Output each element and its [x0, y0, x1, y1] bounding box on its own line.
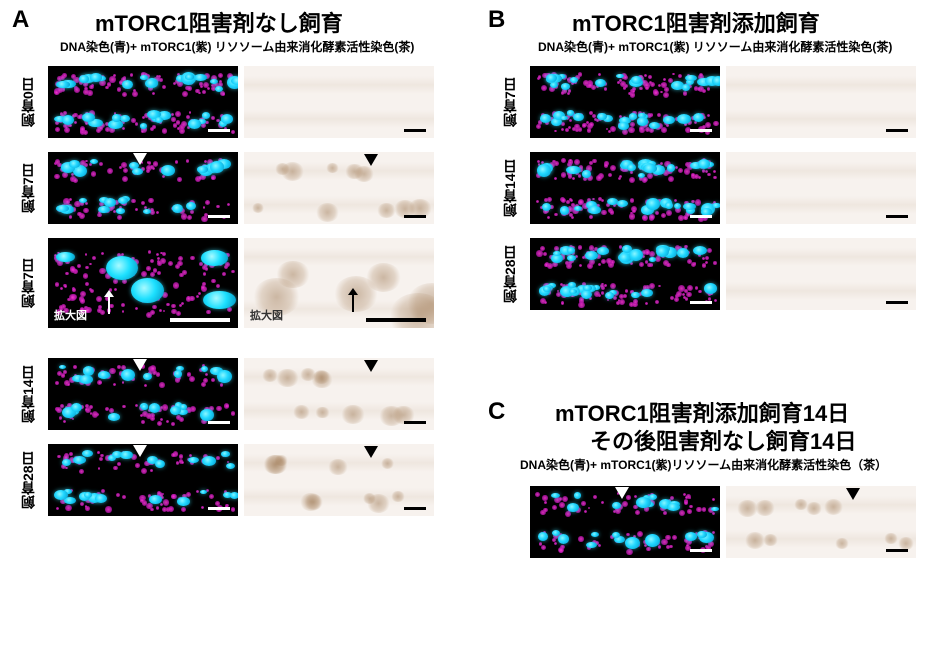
- fluorescence-image: [530, 238, 720, 310]
- arrowhead-icon: [133, 445, 147, 457]
- arrowhead-icon: [615, 487, 629, 499]
- fluorescence-image: [48, 358, 238, 430]
- fluorescence-image: 拡大図: [48, 238, 238, 328]
- image-pair: [530, 238, 916, 310]
- panel-a-title: mTORC1阻害剤なし飼育: [95, 6, 343, 38]
- row-label: 飼育7日: [500, 66, 520, 138]
- image-pair: [48, 444, 434, 516]
- fluorescence-image: [48, 66, 238, 138]
- fluorescence-image: [48, 444, 238, 516]
- inset-label: 拡大図: [54, 307, 87, 323]
- fluorescence-image: [530, 486, 720, 558]
- row-label: 飼育28日: [18, 444, 38, 516]
- fluorescence-image: [530, 152, 720, 224]
- arrow-icon: [108, 296, 110, 314]
- row-label: 飼育14日: [500, 152, 520, 224]
- row-label: 飼育7日: [18, 152, 38, 224]
- arrow-icon: [352, 294, 354, 312]
- panel-a-subtitle: DNA染色(青)+ mTORC1(紫) リソソーム由来消化酵素活性染色(茶): [60, 38, 414, 55]
- fluorescence-image: [48, 152, 238, 224]
- arrowhead-icon: [364, 446, 378, 458]
- panel-c-subtitle: DNA染色(青)+ mTORC1(紫)リソソーム由来消化酵素活性染色（茶）: [520, 456, 887, 473]
- arrowhead-icon: [364, 154, 378, 166]
- image-pair: [48, 358, 434, 430]
- row-label: 飼育28日: [500, 238, 520, 310]
- panel-c-letter: C: [488, 398, 505, 426]
- panel-b-letter: B: [488, 6, 505, 34]
- image-pair: 拡大図 拡大図: [48, 238, 434, 328]
- fluorescence-image: [530, 66, 720, 138]
- brightfield-image: [244, 66, 434, 138]
- image-pair: [530, 152, 916, 224]
- image-pair: [530, 486, 916, 558]
- brightfield-image: [244, 358, 434, 430]
- row-label: 飼育7日: [18, 238, 38, 328]
- image-pair: [530, 66, 916, 138]
- arrowhead-icon: [133, 153, 147, 165]
- arrowhead-icon: [133, 359, 147, 371]
- row-label: 飼育14日: [18, 358, 38, 430]
- brightfield-image: [244, 444, 434, 516]
- image-pair: [48, 66, 434, 138]
- arrowhead-icon: [364, 360, 378, 372]
- panel-b-title: mTORC1阻害剤添加飼育: [572, 6, 820, 38]
- brightfield-image: [244, 152, 434, 224]
- brightfield-image: [726, 66, 916, 138]
- row-label: 飼育0日: [18, 66, 38, 138]
- brightfield-image: [726, 238, 916, 310]
- inset-label: 拡大図: [250, 307, 283, 323]
- image-pair: [48, 152, 434, 224]
- brightfield-image: [726, 152, 916, 224]
- panel-b-subtitle: DNA染色(青)+ mTORC1(紫) リソソーム由来消化酵素活性染色(茶): [538, 38, 892, 55]
- brightfield-image: 拡大図: [244, 238, 434, 328]
- arrowhead-icon: [846, 488, 860, 500]
- brightfield-image: [726, 486, 916, 558]
- panel-c-title2: その後阻害剤なし飼育14日: [590, 424, 856, 456]
- panel-a-letter: A: [12, 6, 29, 34]
